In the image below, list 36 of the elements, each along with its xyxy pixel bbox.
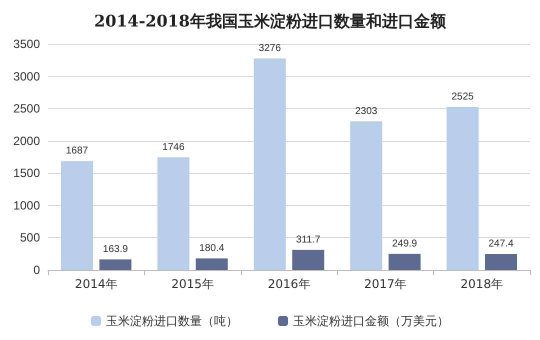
bar bbox=[292, 250, 324, 270]
legend-label: 玉米淀粉进口数量（吨） bbox=[106, 314, 238, 328]
bar bbox=[196, 258, 228, 270]
y-tick-label: 2500 bbox=[13, 102, 40, 116]
x-tick-label: 2018年 bbox=[460, 277, 504, 291]
bar bbox=[157, 157, 190, 270]
data-label: 163.9 bbox=[102, 244, 128, 255]
data-label: 180.4 bbox=[199, 242, 225, 254]
y-tick-label: 2000 bbox=[13, 134, 40, 148]
data-label: 1687 bbox=[66, 146, 89, 157]
y-tick-label: 3000 bbox=[13, 69, 40, 84]
bar bbox=[61, 161, 93, 270]
data-label: 311.7 bbox=[296, 234, 321, 246]
x-tick-label: 2017年 bbox=[364, 277, 407, 291]
bar bbox=[350, 121, 382, 270]
x-tick-label: 2016年 bbox=[268, 277, 310, 291]
y-tick-label: 500 bbox=[20, 230, 40, 245]
data-label: 249.9 bbox=[392, 238, 418, 250]
x-tick-label: 2015年 bbox=[171, 277, 214, 291]
chart-title: 2014-2018年我国玉米淀粉进口数量和进口金额 bbox=[94, 12, 447, 30]
data-label: 2303 bbox=[355, 106, 378, 117]
bar bbox=[254, 58, 286, 270]
x-tick-label: 2014年 bbox=[74, 277, 118, 291]
bar bbox=[485, 254, 517, 270]
bar bbox=[99, 259, 132, 270]
y-tick-label: 0 bbox=[33, 263, 40, 277]
data-label: 247.4 bbox=[488, 238, 514, 250]
y-tick-label: 3500 bbox=[13, 37, 40, 51]
bar bbox=[446, 106, 479, 270]
y-tick-label: 1000 bbox=[13, 198, 40, 212]
y-tick-label: 1500 bbox=[13, 166, 40, 180]
data-label: 1746 bbox=[162, 142, 185, 153]
data-label: 3276 bbox=[258, 42, 282, 54]
legend-label: 玉米淀粉进口金额（万美元） bbox=[293, 314, 449, 328]
bar bbox=[388, 254, 421, 270]
data-label: 2525 bbox=[451, 91, 474, 102]
